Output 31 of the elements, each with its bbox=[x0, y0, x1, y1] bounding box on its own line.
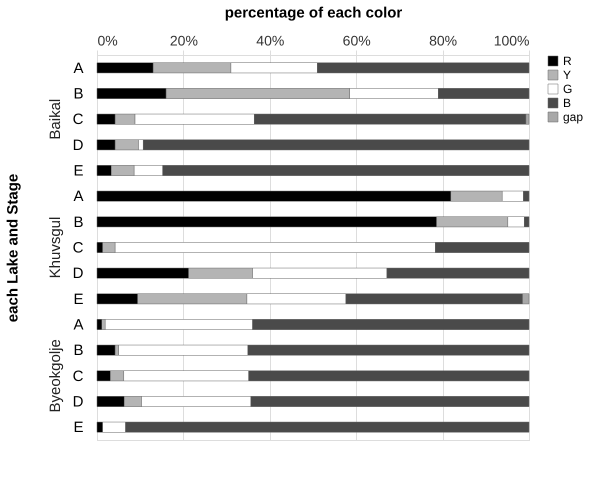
legend-label: R bbox=[563, 54, 572, 68]
y-tick-label: A bbox=[73, 316, 84, 334]
y-tick-label: E bbox=[73, 290, 84, 308]
x-tick-label: 80% bbox=[429, 32, 458, 48]
legend-label: Y bbox=[563, 68, 572, 82]
legend-label: gap bbox=[563, 110, 584, 124]
x-tick-label: 60% bbox=[342, 32, 371, 48]
y-tick-label: A bbox=[73, 60, 84, 77]
y-tick-label: B bbox=[73, 86, 84, 102]
x-axis-title: percentage of each color bbox=[224, 4, 402, 22]
y-tick-label: B bbox=[73, 342, 84, 360]
y-axis-title: each Lake and Stage bbox=[4, 174, 22, 322]
y-tick-label: A bbox=[73, 188, 84, 206]
x-tick-label: 0% bbox=[98, 32, 118, 48]
y-tick-label: C bbox=[72, 111, 84, 128]
legend-label: G bbox=[563, 82, 572, 96]
y-tick-label: E bbox=[73, 419, 84, 436]
y-tick-label: B bbox=[73, 214, 84, 231]
text: Byeokgolje bbox=[47, 339, 64, 413]
y-tick-label: D bbox=[72, 265, 84, 282]
legend-label: B bbox=[563, 96, 572, 110]
y-tick-label: C bbox=[72, 368, 84, 385]
y-tick-label: D bbox=[72, 394, 84, 410]
x-tick-label: 20% bbox=[170, 32, 198, 48]
text: Baikal bbox=[47, 98, 64, 140]
x-tick-label: 40% bbox=[256, 32, 284, 48]
text: Khuvsgul bbox=[47, 216, 64, 278]
y-tick-label: C bbox=[72, 240, 84, 256]
y-tick-label: E bbox=[73, 162, 84, 180]
y-tick-label: D bbox=[72, 136, 84, 154]
x-tick-label: 100% bbox=[494, 32, 530, 48]
